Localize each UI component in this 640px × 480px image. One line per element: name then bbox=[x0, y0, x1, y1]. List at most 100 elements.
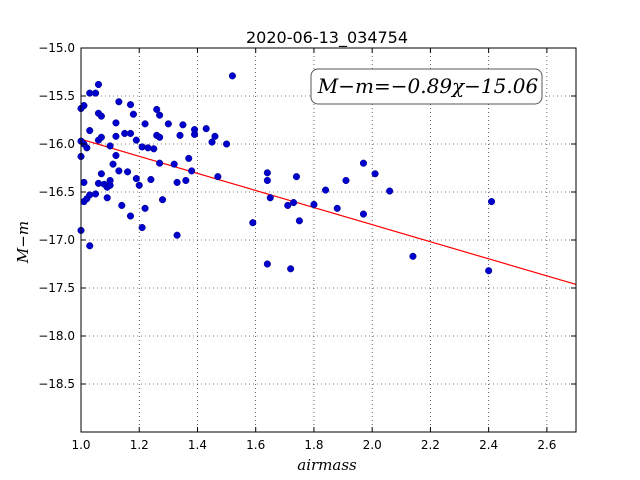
data-point bbox=[290, 199, 298, 207]
y-tick-label: −16.5 bbox=[38, 185, 75, 199]
data-point bbox=[292, 173, 301, 181]
data-point bbox=[126, 212, 135, 220]
data-point bbox=[86, 242, 94, 250]
data-point bbox=[188, 167, 196, 175]
data-point bbox=[176, 131, 184, 139]
data-point bbox=[97, 112, 105, 120]
x-tick-label: 2.6 bbox=[537, 438, 556, 452]
data-point bbox=[202, 125, 210, 133]
x-tick-label: 1.4 bbox=[188, 438, 207, 452]
y-tick-label: −15.0 bbox=[38, 41, 75, 55]
x-tick-label: 1.8 bbox=[304, 438, 323, 452]
data-point bbox=[223, 140, 231, 148]
data-point bbox=[409, 252, 417, 260]
data-point bbox=[132, 136, 140, 144]
data-point bbox=[150, 145, 158, 153]
data-point bbox=[170, 160, 178, 168]
data-point bbox=[156, 133, 164, 141]
data-point bbox=[164, 120, 172, 128]
data-point bbox=[80, 102, 88, 110]
data-point bbox=[191, 130, 199, 138]
data-point bbox=[86, 191, 94, 199]
data-point bbox=[97, 133, 105, 141]
annotation-box bbox=[310, 68, 543, 105]
fit-line bbox=[80, 138, 577, 286]
fit-annotation: M−m=−0.89χ−15.06 bbox=[310, 68, 543, 105]
y-tick-labels: −15.0 −15.5 −16.0 −16.5 −17.0 −17.5 −18.0 −18.5 bbox=[38, 41, 75, 391]
data-point bbox=[126, 101, 135, 109]
data-point bbox=[115, 167, 123, 175]
data-point bbox=[158, 196, 167, 204]
x-tick-label: 2.4 bbox=[479, 438, 498, 452]
data-point bbox=[386, 187, 394, 195]
data-point bbox=[115, 98, 123, 106]
data-point bbox=[141, 120, 149, 128]
data-point bbox=[112, 119, 120, 127]
data-point bbox=[211, 132, 219, 140]
fit-line-group bbox=[80, 138, 577, 286]
data-point bbox=[359, 210, 367, 218]
x-axis-label: airmass bbox=[297, 456, 357, 474]
data-point bbox=[342, 176, 350, 185]
y-tick-label: −17.0 bbox=[38, 233, 75, 247]
x-tick-label: 1.2 bbox=[130, 438, 149, 452]
data-point bbox=[359, 159, 367, 167]
data-points bbox=[77, 72, 496, 275]
data-point bbox=[103, 194, 111, 202]
data-point bbox=[83, 144, 91, 152]
chart-title: 2020-06-13_034754 bbox=[246, 28, 408, 48]
data-point bbox=[266, 194, 274, 202]
data-point bbox=[94, 179, 103, 187]
data-point bbox=[138, 143, 146, 151]
data-point bbox=[141, 204, 149, 212]
data-point bbox=[179, 121, 187, 129]
data-point bbox=[86, 127, 94, 135]
y-tick-label: −15.5 bbox=[38, 89, 75, 103]
data-point bbox=[284, 201, 292, 209]
data-point bbox=[109, 160, 117, 168]
grid bbox=[80, 47, 576, 432]
data-point bbox=[156, 159, 164, 167]
data-point bbox=[126, 129, 135, 137]
annotation-text: M−m=−0.89χ−15.06 bbox=[317, 74, 539, 98]
data-point bbox=[92, 89, 100, 97]
data-point bbox=[94, 80, 103, 89]
data-point bbox=[310, 200, 318, 209]
data-point bbox=[185, 154, 193, 162]
data-point bbox=[124, 168, 132, 176]
data-point bbox=[208, 138, 216, 146]
y-axis-label: M−m bbox=[14, 221, 32, 264]
data-point bbox=[135, 181, 143, 189]
x-tick-labels: 1.0 1.2 1.4 1.6 1.8 2.0 2.2 2.4 2.6 bbox=[71, 438, 556, 452]
data-point bbox=[132, 175, 140, 183]
y-tick-label: −16.0 bbox=[38, 137, 75, 151]
data-point bbox=[129, 110, 137, 118]
x-tick-label: 1.6 bbox=[246, 438, 265, 452]
y-tick-label: −18.0 bbox=[38, 329, 75, 343]
data-point bbox=[295, 217, 303, 225]
data-point bbox=[263, 176, 271, 185]
x-tick-label: 1.0 bbox=[71, 438, 90, 452]
data-point bbox=[371, 170, 379, 178]
data-point bbox=[214, 173, 222, 181]
data-point bbox=[138, 223, 146, 232]
data-point bbox=[144, 144, 152, 152]
data-point bbox=[263, 260, 271, 268]
data-point bbox=[333, 204, 341, 212]
data-point bbox=[112, 151, 120, 160]
data-point bbox=[322, 186, 330, 194]
x-tick-label: 2.2 bbox=[421, 438, 440, 452]
data-point bbox=[153, 105, 161, 113]
data-point bbox=[147, 175, 155, 184]
data-point bbox=[287, 265, 295, 273]
data-point bbox=[228, 72, 236, 80]
axis-ticks bbox=[80, 47, 576, 432]
data-point bbox=[173, 231, 181, 239]
data-point bbox=[263, 169, 271, 177]
x-tick-label: 2.0 bbox=[363, 438, 382, 452]
y-tick-label: −18.5 bbox=[38, 377, 75, 391]
data-point bbox=[80, 178, 88, 186]
data-point bbox=[249, 219, 257, 227]
data-point bbox=[173, 178, 181, 186]
